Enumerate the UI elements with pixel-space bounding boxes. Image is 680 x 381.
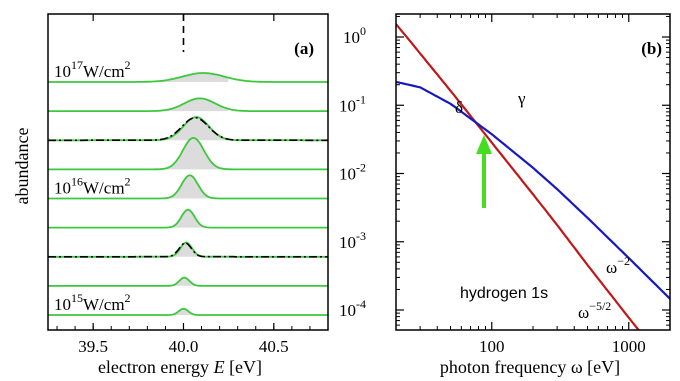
series-label-delta: δ [455, 98, 463, 117]
y-tick-label-b-0: 100 [343, 24, 366, 47]
y-tick-label-b-4-mantissa: 10 [339, 301, 356, 320]
series-1 [396, 80, 670, 300]
y-tick-label-b-2-mantissa: 10 [339, 165, 356, 184]
x-tick-label-a-2: 40.5 [259, 337, 289, 356]
slope-label-omega-52: ω−5/2 [578, 299, 611, 322]
y-tick-label-b-2: 10-2 [339, 161, 366, 184]
trace-fill-6 [48, 242, 229, 257]
trace-4 [48, 174, 328, 200]
series-0 [396, 23, 641, 330]
intensity-label-2-unit: W/cm [83, 295, 125, 314]
intensity-label-2: 1015W/cm2 [54, 291, 131, 314]
trace-fill-3 [48, 137, 229, 170]
trace-3 [48, 136, 328, 171]
trace-8 [48, 307, 328, 316]
trace-fill-8 [48, 308, 229, 315]
intensity-label-0-exponent: 17 [71, 58, 83, 72]
trace-0 [48, 72, 328, 83]
slope-label-omega-52-exp: −5/2 [589, 299, 611, 313]
trace-fill-4 [48, 175, 229, 199]
x-tick-label-a-1: 40.0 [169, 337, 199, 356]
y-tick-label-b-3: 10-3 [339, 229, 366, 252]
intensity-label-1-unit: W/cm [83, 179, 125, 198]
slope-label-omega-52-base: ω [578, 303, 589, 322]
x-tick-label-b-1: 1000 [612, 337, 646, 356]
trace-1 [48, 97, 328, 112]
y-tick-label-b-4: 10-4 [339, 297, 366, 320]
x-axis-label-b: photon frequency ω [eV] [440, 357, 620, 377]
y-tick-label-b-0-mantissa: 10 [343, 28, 360, 47]
arrow-up-icon [476, 135, 492, 208]
arrow-head [476, 135, 492, 154]
y-tick-label-b-3-exponent: -3 [356, 229, 366, 243]
intensity-label-0: 1017W/cm2 [54, 58, 131, 81]
plot-frame-a [47, 13, 329, 331]
annotation-hydrogen-1s: hydrogen 1s [460, 285, 548, 302]
fit-curve-6 [48, 242, 328, 258]
y-tick-label-b-0-exponent: 0 [360, 24, 366, 38]
x-axis-label-a: electron energy E [eV] [98, 357, 262, 377]
x-ticks-a: 39.5 40.0 40.5 [56, 14, 311, 356]
traces [48, 72, 328, 316]
panel-label-a: (a) [294, 39, 314, 58]
intensity-label-2-exponent: 15 [71, 291, 83, 305]
y-axis-label-a: abundance [12, 128, 32, 205]
trace-fills [48, 73, 229, 315]
trace-5 [48, 208, 328, 229]
y-tick-label-b-4-exponent: -4 [356, 297, 366, 311]
intensity-label-0-mantissa: 10 [54, 62, 71, 81]
trace-fill-1 [48, 98, 229, 112]
intensity-label-0-unit-exp: 2 [125, 58, 131, 72]
y-tick-label-b-3-mantissa: 10 [339, 233, 356, 252]
intensity-label-2-mantissa: 10 [54, 295, 71, 314]
trace-fill-0 [48, 73, 229, 82]
slope-label-omega-2-exp: −2 [617, 254, 630, 268]
slope-label-omega-2-base: ω [606, 258, 617, 277]
intensity-label-1-unit-exp: 2 [125, 175, 131, 189]
panel-a: 39.5 40.0 40.5 (a) 1017W/cm21016W/cm21015W… [12, 13, 329, 377]
trace-fill-2 [48, 117, 229, 141]
intensity-label-1-exponent: 16 [71, 175, 83, 189]
intensity-label-0-unit: W/cm [83, 62, 125, 81]
intensity-label-2-unit-exp: 2 [125, 291, 131, 305]
x-tick-label-a-0: 39.5 [78, 337, 108, 356]
series-lines [396, 23, 670, 330]
y-tick-label-b-1-exponent: -1 [356, 92, 366, 106]
x-axis-label-a-var: E [213, 357, 225, 377]
trace-7 [48, 276, 328, 287]
y-tick-label-b-1-mantissa: 10 [339, 96, 356, 115]
x-axis-label-a-prefix: electron energy [98, 357, 214, 377]
y-tick-label-b-2-exponent: -2 [356, 161, 366, 175]
series-label-gamma: γ [517, 89, 526, 108]
intensity-label-1-mantissa: 10 [54, 179, 71, 198]
x-axis-label-a-suffix: [eV] [225, 357, 262, 377]
intensity-label-1: 1016W/cm2 [54, 175, 131, 198]
trace-fill-7 [48, 277, 229, 286]
y-tick-label-b-1: 10-1 [339, 92, 366, 115]
slope-label-omega-2: ω−2 [606, 254, 630, 277]
fit-curve-2 [48, 116, 328, 142]
plot-frame-b [395, 13, 671, 331]
panel-label-b: (b) [641, 39, 662, 58]
x-tick-label-b-0: 100 [479, 337, 505, 356]
